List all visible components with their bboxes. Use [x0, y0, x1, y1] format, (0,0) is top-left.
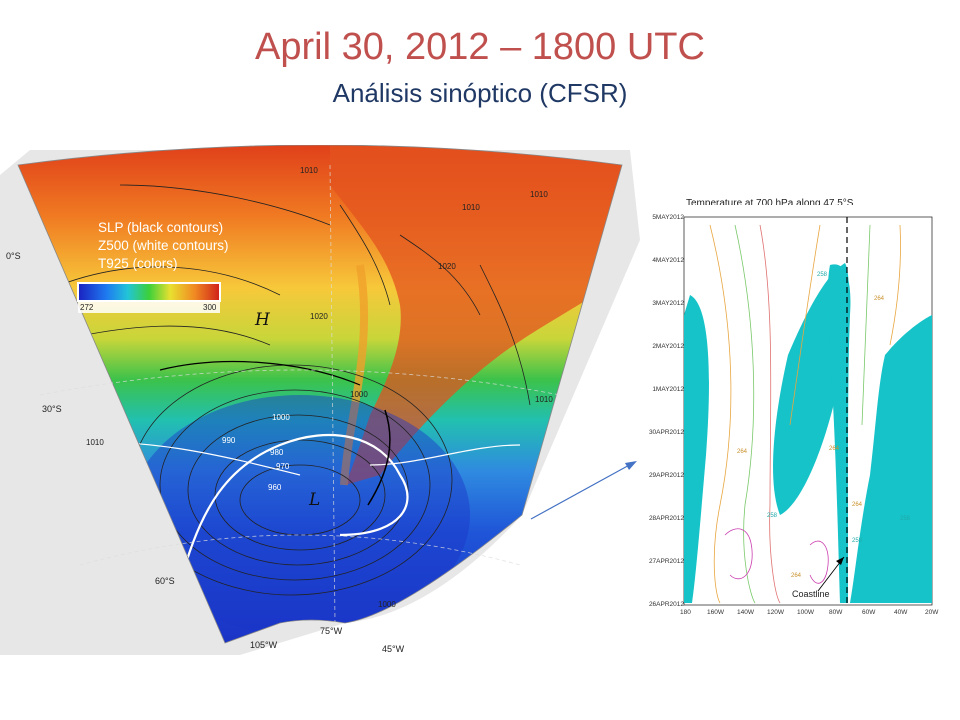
- lon-tick: 160W: [707, 609, 724, 616]
- map-legend: SLP (black contours) Z500 (white contour…: [98, 219, 229, 273]
- date-tick: 1MAY2012: [652, 386, 684, 393]
- coastline-pointer-head: [836, 557, 844, 565]
- lat-label: 0°S: [6, 251, 21, 261]
- low-pressure-marker: L: [309, 490, 321, 510]
- warm-front: [159, 361, 361, 386]
- lon-tick: 60W: [862, 609, 876, 616]
- slp-label: 980: [270, 448, 284, 457]
- slide-title: April 30, 2012 – 1800 UTC: [255, 26, 705, 68]
- coastline-label: Coastline: [792, 589, 830, 599]
- lon-tick: 80W: [829, 609, 843, 616]
- slp-label: 1020: [438, 262, 456, 271]
- lon-label: 75°W: [320, 626, 343, 636]
- temperature-contours: [709, 224, 901, 604]
- date-tick: 2MAY2012: [652, 343, 684, 350]
- shaded-cold-regions: [684, 263, 932, 603]
- sector-outline: [17, 145, 623, 644]
- hovmoller-plot: [640, 205, 952, 625]
- hov-contour-label: 258: [900, 516, 911, 522]
- date-tick: 3MAY2012: [652, 300, 684, 307]
- andes-band: [340, 264, 369, 486]
- legend-z500: Z500 (white contours): [98, 238, 229, 253]
- date-tick: 5MAY2012: [652, 214, 684, 221]
- hov-contour-label: 264: [852, 502, 863, 508]
- slp-label: 1000: [272, 413, 290, 422]
- connector-arrow: [530, 461, 637, 520]
- lon-label: 105°W: [250, 640, 278, 650]
- high-pressure-marker: H: [255, 310, 270, 330]
- lat-label: 30°S: [42, 404, 62, 414]
- hov-contour-label: 264: [737, 449, 748, 455]
- date-tick: 28APR2012: [648, 515, 684, 522]
- hov-contour-label: 264: [791, 573, 802, 579]
- slp-label: 990: [222, 436, 236, 445]
- hov-contour-label: 264: [829, 446, 840, 452]
- date-tick: 26APR2012: [648, 601, 684, 608]
- date-tick: 30APR2012: [648, 429, 684, 436]
- slp-label: 1000: [350, 390, 368, 399]
- hov-contour-label: 258: [767, 513, 778, 519]
- slp-label: 1010: [86, 438, 104, 447]
- cold-front: [367, 409, 391, 506]
- legend-slp: SLP (black contours): [98, 220, 224, 235]
- colorbar-max: 300: [203, 303, 217, 312]
- hov-contour-label: 258: [817, 272, 828, 278]
- lon-tick: 20W: [925, 609, 939, 616]
- slp-label: 1020: [310, 312, 328, 321]
- date-tick: 27APR2012: [648, 558, 684, 565]
- hov-contour-label: 258: [852, 538, 863, 544]
- lon-tick: 40W: [894, 609, 908, 616]
- slide-subtitle: Análisis sinóptico (CFSR): [332, 78, 628, 108]
- slp-label: 1010: [300, 166, 318, 175]
- slp-label: 960: [268, 483, 282, 492]
- slp-label: 1010: [530, 190, 548, 199]
- slp-label: 970: [276, 462, 290, 471]
- date-tick: 4MAY2012: [652, 257, 684, 264]
- legend-t925: T925 (colors): [98, 256, 178, 271]
- hov-contour-label: 264: [874, 296, 885, 302]
- synoptic-map: [0, 145, 640, 655]
- lon-tick: 100W: [797, 609, 814, 616]
- lon-tick: 180: [680, 609, 691, 616]
- lat-label: 60°S: [155, 576, 175, 586]
- slp-label: 1000: [378, 600, 396, 609]
- lon-label: 45°W: [382, 644, 405, 654]
- slp-contours: [39, 184, 531, 596]
- lon-tick: 120W: [767, 609, 784, 616]
- slp-label: 1010: [535, 395, 553, 404]
- graticule: [39, 164, 561, 624]
- date-tick: 29APR2012: [648, 472, 684, 479]
- colorbar: [77, 282, 221, 302]
- slp-label: 1010: [462, 203, 480, 212]
- lon-tick: 140W: [737, 609, 754, 616]
- colorbar-min: 272: [80, 303, 94, 312]
- colorbar-label-box: [78, 301, 220, 313]
- hovmoller-title: Temperature at 700 hPa along 47.5°S: [686, 198, 854, 209]
